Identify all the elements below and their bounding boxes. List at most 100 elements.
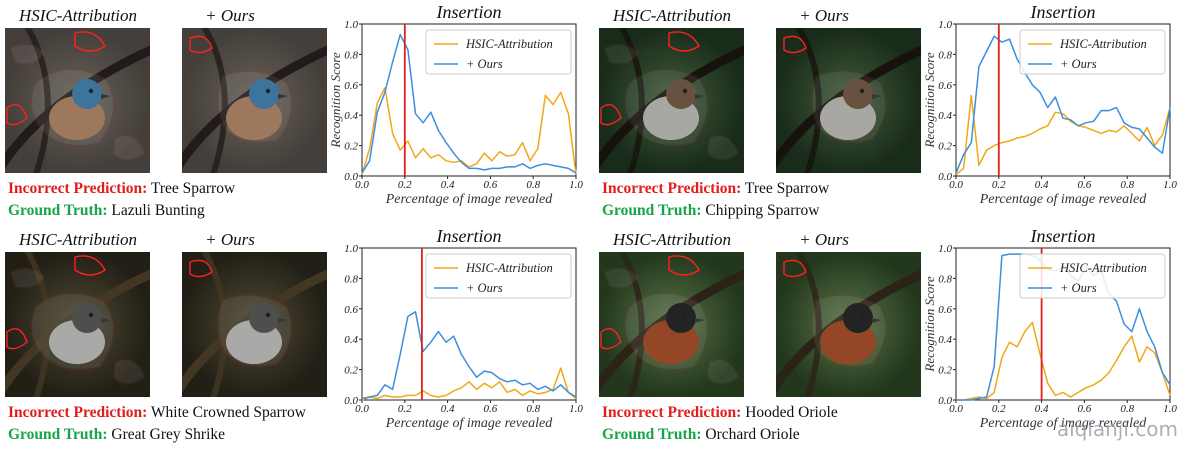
legend-box <box>425 29 572 75</box>
chart-title: Insertion <box>436 226 502 246</box>
result-panel: HSIC-Attribution + Ours Incorrect Predic… <box>594 224 1188 447</box>
y-tick-label: 0.6 <box>344 80 358 92</box>
caption-hsic: HSIC-Attribution <box>612 230 732 249</box>
y-tick-label: 0.8 <box>344 273 358 285</box>
x-tick-label: 0.2 <box>398 179 412 191</box>
x-tick-label: 0.4 <box>1035 179 1049 191</box>
x-tick-label: 1.0 <box>1163 179 1177 191</box>
y-tick-label: 0.6 <box>344 304 358 316</box>
ground-truth-value: Great Grey Shrike <box>111 426 225 443</box>
series-line-ours <box>361 33 577 174</box>
x-tick-label: 0.6 <box>1078 403 1092 415</box>
insertion-plot: Insertion 0.00.0 0.2 0.2 0.4 0.4 0.6 0.6 0.8 0.8 1… <box>922 226 1177 431</box>
attribution-image-ours <box>776 252 921 397</box>
y-tick-label: 0.2 <box>938 365 952 377</box>
x-tick-label: 0.4 <box>1035 403 1049 415</box>
incorrect-prediction-label: Incorrect Prediction: <box>8 404 148 421</box>
x-tick-label: 0.8 <box>1120 179 1134 191</box>
series-line-hsic <box>361 367 577 401</box>
x-tick-label: 0.2 <box>992 179 1006 191</box>
y-tick-label: 0.0 <box>344 395 358 407</box>
x-tick-label: 0.0 <box>355 179 369 191</box>
ground-truth-label: Ground Truth: <box>8 426 108 443</box>
y-tick-label: 0.2 <box>938 141 952 153</box>
incorrect-prediction: Incorrect Prediction: White Crowned Spar… <box>8 404 306 422</box>
plot-frame <box>955 23 1171 177</box>
y-tick-label: 0.6 <box>938 80 952 92</box>
ground-truth: Ground Truth: Chipping Sparrow <box>602 202 819 220</box>
attribution-image-hsic <box>5 252 150 397</box>
y-tick-label: 0.8 <box>938 49 952 61</box>
ground-truth-label: Ground Truth: <box>602 202 702 219</box>
legend-box <box>1019 253 1166 299</box>
x-tick-label: 0.6 <box>1078 179 1092 191</box>
chart-title: Insertion <box>1030 2 1096 22</box>
x-tick-label: 1.0 <box>569 179 583 191</box>
result-panel: HSIC-Attribution + Ours Incorrect Predic… <box>0 0 594 223</box>
insertion-plot: Insertion 0.00.0 0.2 0.2 0.4 0.4 0.6 0.6 0.8 0.8 1… <box>922 2 1177 207</box>
attribution-image-ours <box>776 28 921 173</box>
x-axis-label: Percentage of image revealed <box>385 192 554 207</box>
x-tick-label: 0.0 <box>949 403 963 415</box>
plot-frame <box>361 247 577 401</box>
series-line-ours <box>361 311 577 400</box>
y-axis-label: Recognition Score <box>922 52 937 148</box>
attribution-image-hsic <box>5 28 150 173</box>
result-panel: HSIC-Attribution + Ours Incorrect Predic… <box>0 224 594 447</box>
ground-truth: Ground Truth: Great Grey Shrike <box>8 426 225 444</box>
legend-label: HSIC-Attribution <box>1059 37 1147 51</box>
y-tick-label: 0.2 <box>344 141 358 153</box>
caption-hsic: HSIC-Attribution <box>18 230 138 249</box>
insertion-chart: Insertion 0.0 0.0 0.2 0.2 0.4 0.4 0.6 0.6 0.8 0.8 1… <box>922 226 1184 446</box>
incorrect-prediction-label: Incorrect Prediction: <box>602 404 742 421</box>
chart-title: Insertion <box>1030 226 1096 246</box>
caption-hsic: HSIC-Attribution <box>612 6 732 25</box>
y-tick-label: 0.4 <box>344 334 358 346</box>
series-line-ours <box>955 35 1171 174</box>
incorrect-prediction-value: White Crowned Sparrow <box>150 404 306 421</box>
y-tick-label: 0.6 <box>938 304 952 316</box>
incorrect-prediction-value: Tree Sparrow <box>744 180 830 197</box>
plot-frame <box>361 23 577 177</box>
x-tick-label: 0.4 <box>441 179 455 191</box>
x-tick-label: 0.0 <box>355 403 369 415</box>
incorrect-prediction: Incorrect Prediction: Tree Sparrow <box>8 180 235 198</box>
y-tick-label: 0.2 <box>344 365 358 377</box>
insertion-plot: Insertion 0.00.0 0.2 0.2 0.4 0.4 0.6 0.6 0.8 0.8 1… <box>344 226 583 431</box>
legend-box <box>425 253 572 299</box>
legend-label: HSIC-Attribution <box>465 37 553 51</box>
watermark: aiqianji.com <box>1056 417 1178 441</box>
legend-label: + Ours <box>466 57 503 71</box>
x-axis-label: Percentage of image revealed <box>979 416 1148 431</box>
ground-truth-value: Chipping Sparrow <box>705 202 820 219</box>
insertion-chart: Insertion 0.0 0.0 0.2 0.2 0.4 0.4 0.6 0.6 0.8 0.8 1… <box>328 2 590 222</box>
x-axis-label: Percentage of image revealed <box>979 192 1148 207</box>
legend-label: HSIC-Attribution <box>1059 261 1147 275</box>
x-tick-label: 0.6 <box>484 179 498 191</box>
insertion-chart: Insertion 0.0 0.0 0.2 0.2 0.4 0.4 0.6 0.6 0.8 0.8 1… <box>328 226 590 446</box>
insertion-chart: Insertion 0.0 0.0 0.2 0.2 0.4 0.4 0.6 0.6 0.8 0.8 1… <box>922 2 1184 222</box>
y-tick-label: 0.4 <box>938 334 952 346</box>
caption-hsic: HSIC-Attribution <box>18 6 138 25</box>
y-tick-label: 1.0 <box>938 243 952 255</box>
x-tick-label: 0.4 <box>441 403 455 415</box>
y-tick-label: 0.8 <box>938 273 952 285</box>
x-tick-label: 0.2 <box>992 403 1006 415</box>
chart-title: Insertion <box>436 2 502 22</box>
incorrect-prediction-value: Hooded Oriole <box>745 404 838 421</box>
incorrect-prediction: Incorrect Prediction: Tree Sparrow <box>602 180 829 198</box>
ground-truth-label: Ground Truth: <box>602 426 702 443</box>
ground-truth: Ground Truth: Lazuli Bunting <box>8 202 205 220</box>
result-panel: HSIC-Attribution + Ours Incorrect Predic… <box>594 0 1188 223</box>
y-tick-label: 0.4 <box>938 110 952 122</box>
series-line-hsic <box>361 87 577 175</box>
y-tick-label: 0.0 <box>344 171 358 183</box>
y-tick-label: 1.0 <box>938 19 952 31</box>
ground-truth-value: Orchard Oriole <box>705 426 800 443</box>
incorrect-prediction-label: Incorrect Prediction: <box>8 180 148 197</box>
legend-label: HSIC-Attribution <box>465 261 553 275</box>
x-tick-label: 0.8 <box>526 179 540 191</box>
y-axis-label: Recognition Score <box>922 276 937 372</box>
attribution-image-ours <box>182 252 327 397</box>
legend-box <box>1019 29 1166 75</box>
